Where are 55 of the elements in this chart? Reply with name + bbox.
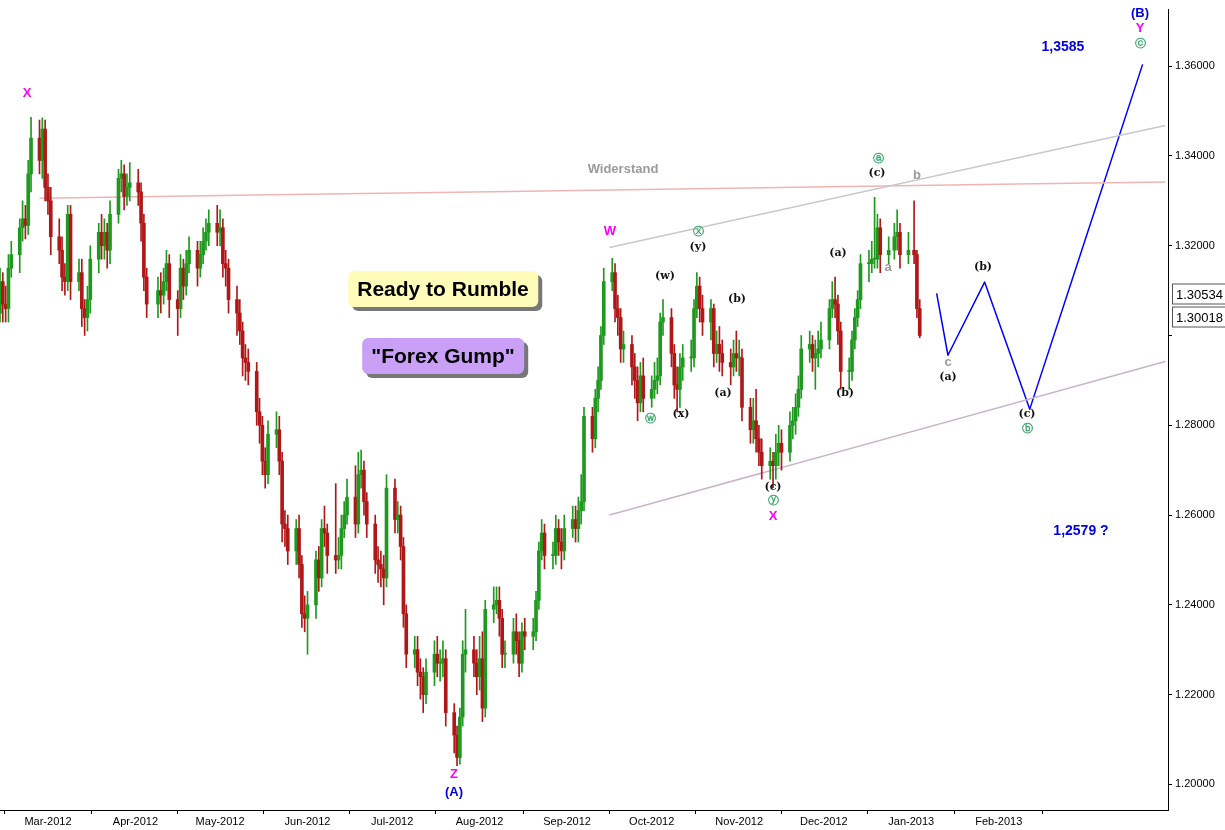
x-tick-label: Sep-2012 — [543, 814, 591, 827]
x-tick-label: Jan-2013 — [888, 814, 935, 827]
annotation: (x) — [672, 406, 690, 420]
annotation: Widerstand — [587, 160, 659, 176]
y-tick-label: 1.24000 — [1175, 597, 1215, 610]
annotation: b — [913, 166, 921, 182]
annotation: (c) — [868, 165, 886, 179]
annotation: Z — [450, 765, 458, 781]
annotation: ⓧ — [692, 223, 704, 239]
annotation: ⓒ — [1134, 35, 1146, 51]
annotation: (a) — [714, 385, 732, 399]
text: 1.30534 — [1172, 283, 1225, 305]
y-tick-label: 1.28000 — [1175, 418, 1215, 431]
annotation: (b) — [835, 385, 855, 399]
annotation: (B) — [1130, 4, 1150, 20]
annotation: X — [768, 507, 778, 523]
annotation: (b) — [973, 259, 993, 273]
x-tick-label: Aug-2012 — [455, 814, 504, 827]
x-tick-label: Jul-2012 — [371, 814, 414, 827]
x-tick-label: Nov-2012 — [715, 814, 764, 827]
annotation: 1,3585 — [1041, 38, 1085, 54]
x-tick-label: Mar-2012 — [24, 814, 72, 827]
x-tick-label: May-2012 — [195, 814, 245, 827]
annotation: (y) — [689, 239, 707, 253]
annotation: a — [884, 258, 892, 274]
y-tick-label: 1.22000 — [1175, 687, 1215, 700]
annotation: ⓐ — [872, 150, 884, 166]
annotation: c — [944, 353, 952, 369]
x-tick-label: Feb-2013 — [975, 814, 1023, 827]
annotation: "Forex Gump" — [362, 338, 524, 374]
annotation: 1,2579 ? — [1053, 522, 1109, 538]
annotation: (a) — [939, 369, 957, 383]
annotation: (a) — [829, 245, 847, 259]
annotation: (b) — [727, 291, 747, 305]
annotation: ⓑ — [1021, 420, 1033, 436]
annotation: Y — [1135, 19, 1145, 35]
y-tick-label: 1.36000 — [1175, 59, 1215, 72]
x-tick-label: Oct-2012 — [629, 814, 675, 827]
annotation: Ready to Rumble — [348, 271, 538, 307]
annotation: (c) — [764, 479, 782, 493]
y-tick-label: 1.32000 — [1175, 238, 1215, 251]
y-tick-label: 1.20000 — [1175, 777, 1215, 790]
annotation: (A) — [444, 783, 464, 799]
annotation: (w) — [655, 268, 675, 282]
annotation: X — [22, 84, 32, 100]
x-tick-label: Jun-2012 — [284, 814, 331, 827]
y-tick-label: 1.26000 — [1175, 508, 1215, 521]
annotation: W — [603, 222, 617, 238]
x-tick-label: Dec-2012 — [799, 814, 848, 827]
annotation: ⓨ — [767, 492, 779, 508]
annotation: (c) — [1018, 406, 1036, 420]
text: 1.30018 — [1172, 306, 1225, 328]
x-tick-label: Apr-2012 — [112, 814, 159, 827]
y-tick-label: 1.34000 — [1175, 148, 1215, 161]
annotation: ⓦ — [644, 410, 656, 426]
